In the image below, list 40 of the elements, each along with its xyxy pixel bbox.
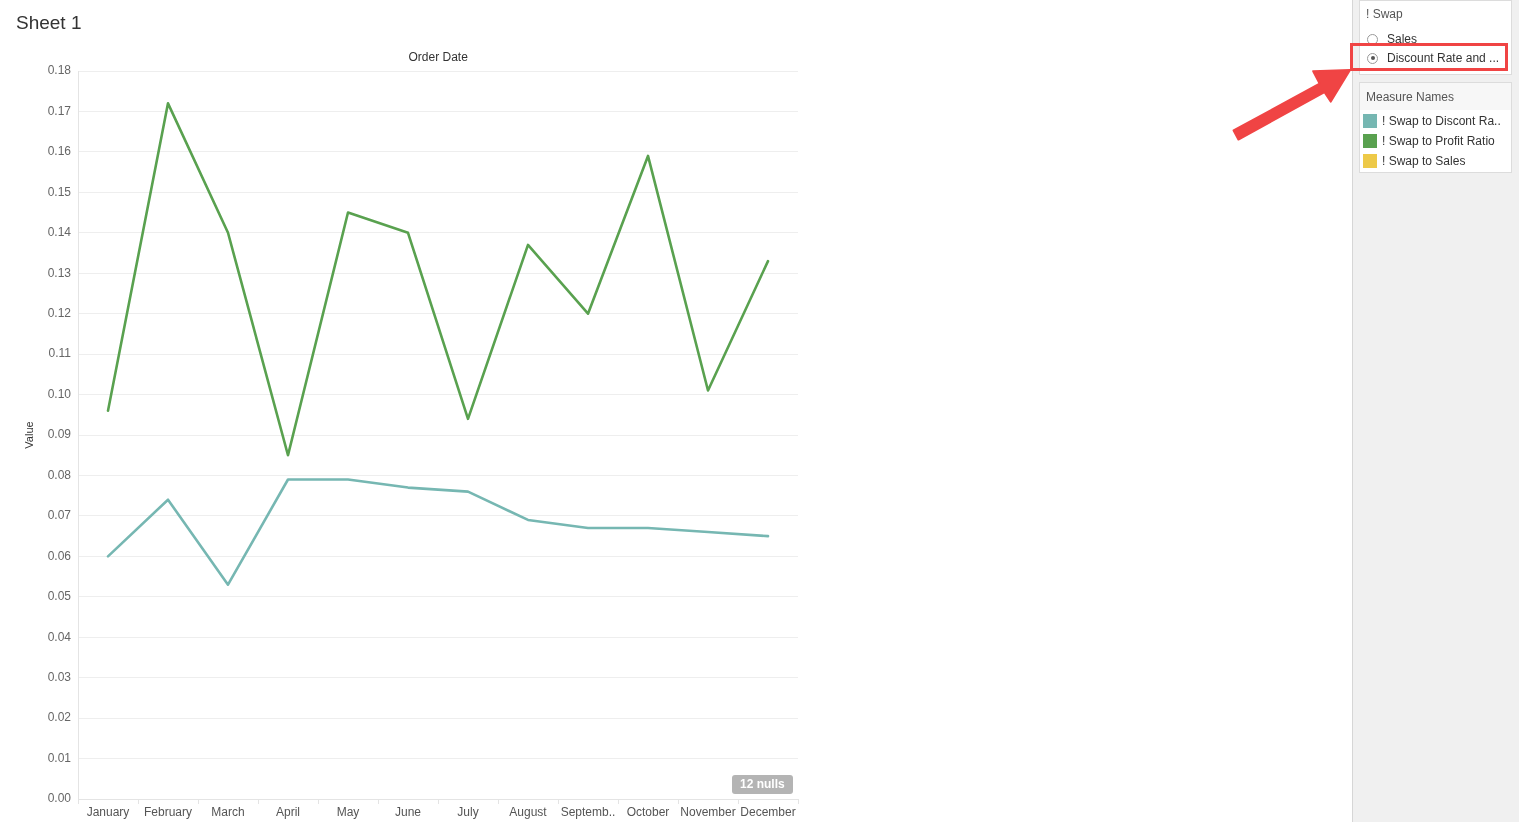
y-tick-label: 0.16	[47, 144, 72, 159]
y-tick-label: 0.08	[47, 467, 72, 482]
x-tick-label: November	[680, 804, 736, 819]
chart-title: Sheet 1	[16, 12, 82, 34]
parameter-card: ! Swap Sales Discount Rate and ...	[1359, 0, 1512, 75]
y-tick-label: 0.00	[47, 791, 72, 806]
y-tick-label: 0.10	[47, 386, 72, 401]
x-tick-label: Septemb..	[560, 804, 616, 819]
legend-label: ! Swap to Sales	[1382, 153, 1466, 170]
legend-label: ! Swap to Discont Ra..	[1382, 113, 1501, 130]
y-tick-label: 0.15	[47, 184, 72, 199]
x-tick-label: May	[336, 804, 360, 819]
y-tick-label: 0.11	[48, 346, 72, 361]
x-tick-label: February	[143, 804, 193, 819]
x-tick-label: December	[740, 804, 796, 819]
y-tick-label: 0.17	[47, 103, 72, 118]
y-tick-label: 0.01	[47, 750, 72, 765]
x-tick-label: June	[394, 804, 422, 819]
x-axis-title: Order Date	[408, 50, 468, 64]
x-tick-label: October	[626, 804, 670, 819]
x-tick-label: July	[457, 804, 479, 819]
y-axis-title: Value	[22, 421, 35, 449]
y-tick-label: 0.03	[47, 669, 72, 684]
x-tick-label: March	[211, 804, 245, 819]
x-tick-label: August	[509, 804, 548, 819]
y-tick-label: 0.13	[47, 265, 72, 280]
annotation: 12 nulls	[732, 775, 793, 794]
y-tick-label: 0.07	[47, 508, 72, 523]
y-tick-label: 0.09	[47, 427, 72, 442]
y-tick-label: 0.12	[47, 305, 72, 320]
legend-title: Measure Names	[1360, 83, 1511, 110]
x-tick-label: January	[86, 804, 130, 819]
legend-label: ! Swap to Profit Ratio	[1382, 133, 1495, 150]
y-tick-label: 0.18	[47, 63, 72, 78]
y-tick-label: 0.06	[47, 548, 72, 563]
x-tick-label: April	[275, 804, 301, 819]
y-tick-label: 0.14	[47, 225, 72, 240]
y-tick-label: 0.05	[47, 589, 72, 604]
y-tick-label: 0.04	[47, 629, 72, 644]
y-tick-label: 0.02	[47, 710, 72, 725]
